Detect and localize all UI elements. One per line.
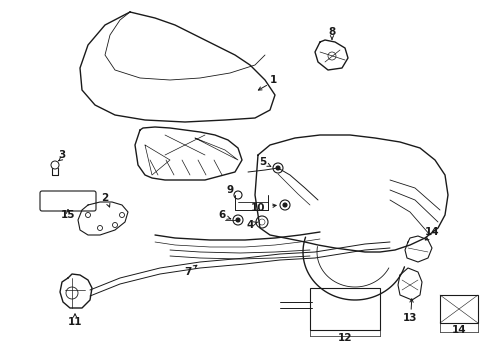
Text: 11: 11 — [68, 317, 82, 327]
Text: 9: 9 — [226, 185, 233, 195]
Text: 7: 7 — [184, 267, 191, 277]
Text: 2: 2 — [101, 193, 108, 203]
Text: 6: 6 — [218, 210, 225, 220]
Text: 12: 12 — [337, 333, 351, 343]
Text: 14: 14 — [424, 227, 438, 237]
Bar — [439, 295, 477, 323]
Text: 4: 4 — [246, 220, 253, 230]
Text: 15: 15 — [61, 210, 75, 220]
Circle shape — [236, 218, 240, 222]
Bar — [309, 288, 379, 330]
Text: 5: 5 — [259, 157, 266, 167]
Text: 10: 10 — [250, 203, 264, 213]
Text: 13: 13 — [402, 313, 416, 323]
Circle shape — [275, 166, 280, 170]
Text: 3: 3 — [58, 150, 65, 160]
Text: 14: 14 — [451, 325, 466, 335]
Text: 1: 1 — [269, 75, 276, 85]
Text: 8: 8 — [328, 27, 335, 37]
Circle shape — [283, 203, 286, 207]
